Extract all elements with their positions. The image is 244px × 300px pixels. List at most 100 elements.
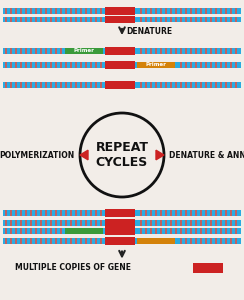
Bar [35, 82, 37, 88]
Bar [210, 228, 212, 233]
Bar [220, 220, 222, 226]
Text: DENATURE: DENATURE [126, 28, 172, 37]
Polygon shape [156, 150, 164, 160]
Bar [40, 238, 42, 244]
Bar [30, 220, 32, 226]
Bar [40, 8, 42, 14]
Bar [160, 16, 162, 22]
Bar [55, 220, 57, 226]
Bar [75, 16, 77, 22]
Bar [105, 7, 135, 14]
Bar [105, 47, 135, 55]
Bar [20, 48, 22, 53]
Bar [220, 48, 222, 53]
Bar [137, 62, 175, 68]
Bar [195, 82, 197, 88]
Bar [30, 48, 32, 53]
Bar [137, 238, 175, 244]
Bar [10, 16, 12, 22]
Bar [90, 220, 92, 226]
Bar [165, 8, 167, 14]
Bar [70, 62, 72, 68]
Bar [65, 48, 103, 53]
Bar [185, 210, 187, 215]
Bar [5, 238, 7, 244]
Bar [45, 82, 47, 88]
Bar [140, 8, 142, 14]
Bar [230, 238, 232, 244]
Bar [5, 228, 7, 233]
Bar [40, 62, 42, 68]
Bar [200, 62, 202, 68]
Bar [90, 238, 92, 244]
Bar [3, 210, 241, 215]
Bar [205, 48, 207, 53]
Bar [215, 210, 217, 215]
Bar [30, 8, 32, 14]
Bar [185, 62, 187, 68]
Bar [80, 82, 82, 88]
Bar [5, 8, 7, 14]
Bar [105, 61, 135, 68]
Bar [80, 8, 82, 14]
Bar [10, 48, 12, 53]
Bar [185, 8, 187, 14]
Bar [235, 220, 237, 226]
Bar [3, 238, 241, 244]
Bar [30, 210, 32, 215]
Bar [70, 82, 72, 88]
Bar [55, 8, 57, 14]
Bar [65, 82, 67, 88]
Bar [225, 62, 227, 68]
Bar [205, 8, 207, 14]
Bar [80, 220, 82, 226]
Bar [30, 228, 32, 233]
Bar [80, 16, 82, 22]
Bar [65, 16, 67, 22]
Bar [5, 220, 7, 226]
Bar [85, 220, 87, 226]
Bar [215, 82, 217, 88]
Bar [60, 8, 62, 14]
Bar [225, 82, 227, 88]
Bar [105, 219, 135, 226]
Bar [165, 220, 167, 226]
Bar [205, 210, 207, 215]
Bar [195, 238, 197, 244]
Bar [25, 62, 27, 68]
Bar [185, 228, 187, 233]
Bar [20, 238, 22, 244]
Bar [65, 238, 67, 244]
Bar [185, 82, 187, 88]
Bar [25, 210, 27, 215]
Bar [15, 228, 17, 233]
Bar [45, 8, 47, 14]
Bar [5, 210, 7, 215]
Bar [215, 16, 217, 22]
Bar [150, 210, 152, 215]
Bar [170, 16, 172, 22]
Bar [50, 16, 52, 22]
Bar [105, 227, 135, 235]
Bar [145, 228, 147, 233]
Bar [45, 220, 47, 226]
Bar [50, 82, 52, 88]
Bar [95, 62, 97, 68]
Bar [30, 62, 32, 68]
Bar [50, 48, 52, 53]
Bar [155, 8, 157, 14]
Bar [145, 16, 147, 22]
Bar [100, 210, 102, 215]
Bar [100, 82, 102, 88]
Bar [175, 220, 177, 226]
Bar [185, 16, 187, 22]
Bar [200, 220, 202, 226]
Bar [3, 8, 241, 14]
Bar [230, 62, 232, 68]
Bar [195, 16, 197, 22]
Bar [140, 82, 142, 88]
Bar [20, 62, 22, 68]
Bar [160, 210, 162, 215]
Bar [3, 62, 241, 68]
Bar [185, 238, 187, 244]
